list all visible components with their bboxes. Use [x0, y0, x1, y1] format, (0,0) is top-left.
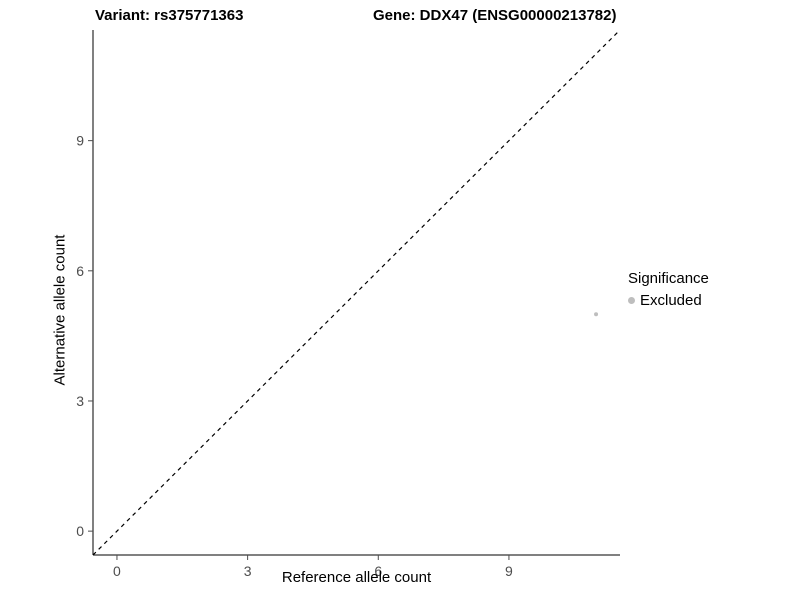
x-tick-label: 0 [113, 563, 121, 579]
identity-dashed-line [92, 29, 621, 556]
legend-entry-label: Excluded [640, 292, 702, 309]
legend: Significance Excluded [628, 270, 709, 309]
legend-title: Significance [628, 270, 709, 287]
x-tick-label: 6 [374, 563, 382, 579]
x-tick-label: 3 [244, 563, 252, 579]
data-point [594, 312, 599, 317]
legend-entry: Excluded [628, 292, 709, 309]
x-axis-label: Reference allele count [281, 569, 432, 586]
y-tick-label: 0 [76, 523, 84, 539]
x-tick-label: 9 [505, 563, 513, 579]
y-tick-label: 3 [76, 393, 84, 409]
legend-swatch [628, 297, 635, 304]
y-tick-label: 9 [76, 133, 84, 149]
plot-title-gene: Gene: DDX47 (ENSG00000213782) [373, 7, 617, 24]
plot-title-variant: Variant: rs375771363 [95, 7, 244, 24]
y-tick-label: 6 [76, 263, 84, 279]
y-axis-label: Alternative allele count [51, 234, 69, 386]
